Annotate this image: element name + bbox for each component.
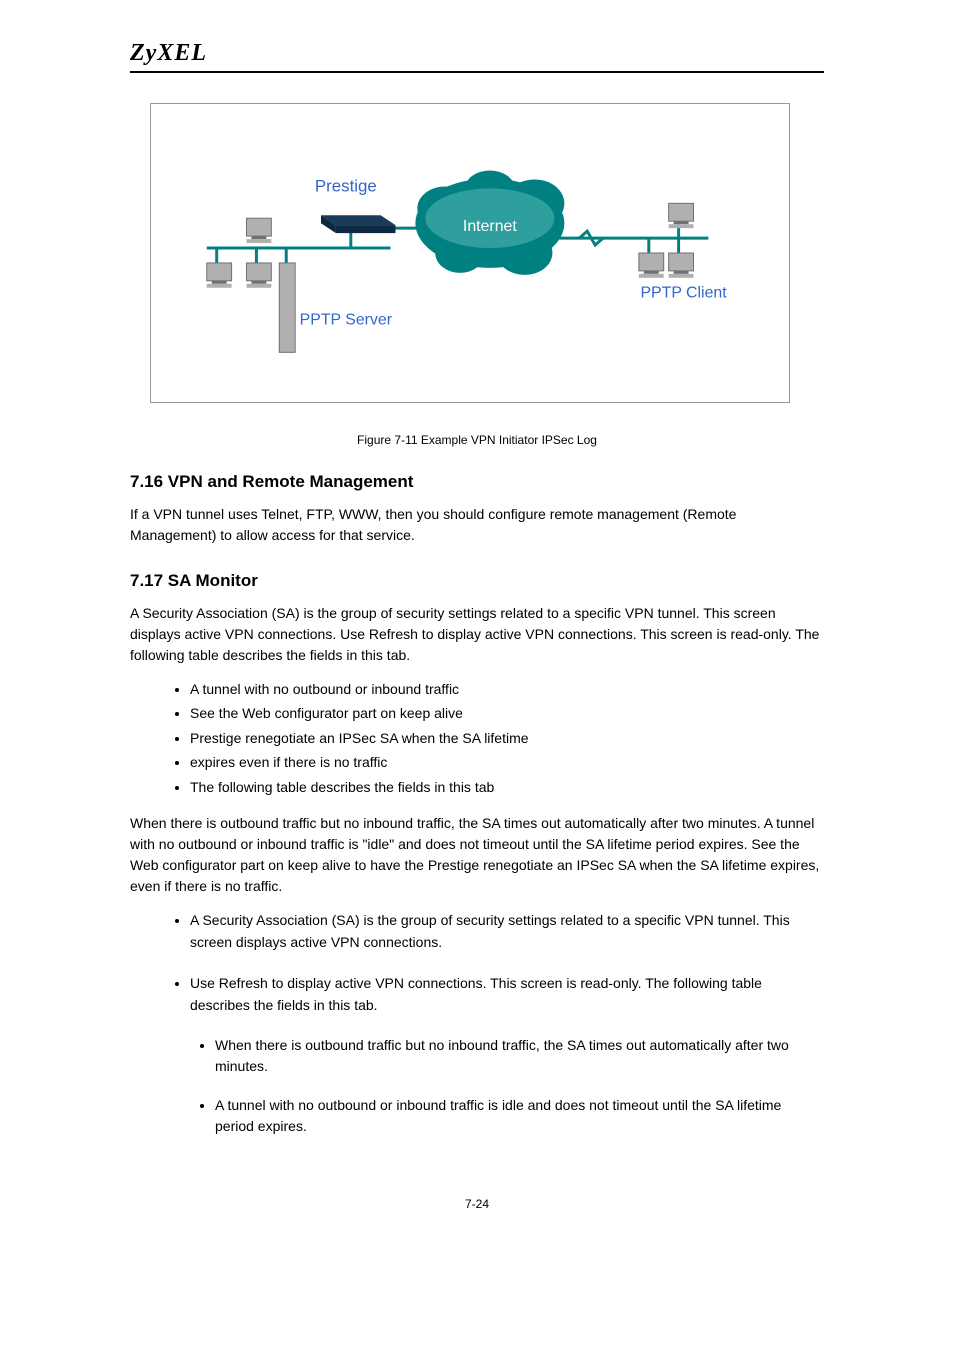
right-computer-1 — [669, 203, 694, 228]
left-computer-2 — [207, 263, 232, 288]
pptp-server: PPTP Server — [279, 263, 392, 352]
right-computer-2 — [639, 253, 664, 278]
nested-bullet-list: When there is outbound traffic but no in… — [130, 1035, 824, 1137]
page-footer: 7-24 — [130, 1197, 824, 1211]
pptp-client-label: PPTP Client — [640, 285, 727, 302]
right-computer-3 — [669, 253, 694, 278]
section-2-body-1: A Security Association (SA) is the group… — [130, 603, 824, 666]
section-1-heading: 7.16 VPN and Remote Management — [130, 472, 824, 492]
section-2-heading: 7.17 SA Monitor — [130, 571, 824, 591]
bullet-list-1: A tunnel with no outbound or inbound tra… — [130, 678, 824, 798]
diagram-caption: Figure 7-11 Example VPN Initiator IPSec … — [130, 433, 824, 447]
list-item: A Security Association (SA) is the group… — [190, 909, 824, 954]
list-item: The following table describes the fields… — [190, 776, 824, 798]
list-item: Use Refresh to display active VPN connec… — [190, 972, 824, 1017]
network-diagram: Internet Prestige — [150, 103, 790, 403]
list-item: A tunnel with no outbound or inbound tra… — [215, 1095, 824, 1137]
list-item: Prestige renegotiate an IPSec SA when th… — [190, 727, 824, 749]
prestige-router: Prestige — [315, 176, 396, 233]
diagram-svg: Internet Prestige — [151, 104, 789, 402]
page-header: ZyXEL — [130, 40, 824, 73]
section-2-body-2: When there is outbound traffic but no in… — [130, 813, 824, 897]
logo: ZyXEL — [130, 40, 207, 66]
left-computer-3 — [247, 263, 272, 288]
left-computer-1 — [247, 218, 272, 243]
section-1-body: If a VPN tunnel uses Telnet, FTP, WWW, t… — [130, 504, 824, 546]
internet-cloud: Internet — [415, 171, 564, 275]
list-item: See the Web configurator part on keep al… — [190, 702, 824, 724]
prestige-label: Prestige — [315, 176, 377, 195]
internet-label: Internet — [463, 218, 517, 235]
pptp-server-label: PPTP Server — [300, 312, 393, 329]
bullet-list-2: A Security Association (SA) is the group… — [130, 909, 824, 1017]
list-item: When there is outbound traffic but no in… — [215, 1035, 824, 1077]
list-item: A tunnel with no outbound or inbound tra… — [190, 678, 824, 700]
list-item: expires even if there is no traffic — [190, 751, 824, 773]
